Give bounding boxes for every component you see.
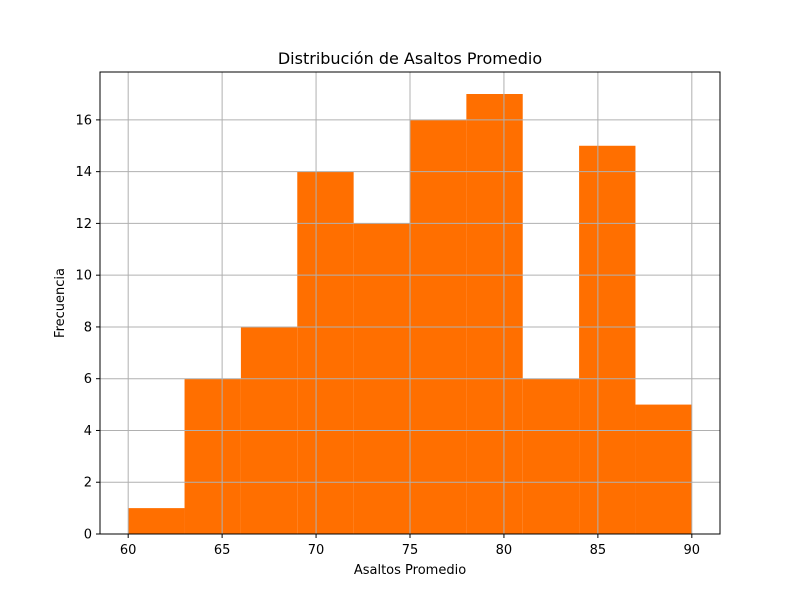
y-tick-label-0: 0 — [84, 528, 92, 543]
x-tick-label-6: 90 — [684, 543, 701, 558]
x-tick-label-5: 85 — [590, 543, 607, 558]
y-tick-label-2: 4 — [84, 424, 92, 439]
x-tick-label-1: 65 — [214, 543, 231, 558]
y-tick-label-8: 16 — [75, 113, 92, 128]
x-tick-label-2: 70 — [308, 543, 325, 558]
x-tick-label-3: 75 — [402, 543, 419, 558]
x-tick-label-4: 80 — [496, 543, 513, 558]
x-tick-label-0: 60 — [120, 543, 137, 558]
y-axis-label: Frecuencia — [53, 268, 68, 338]
y-tick-label-1: 2 — [84, 476, 92, 491]
chart-title: Distribución de Asaltos Promedio — [278, 49, 542, 68]
y-tick-label-4: 8 — [84, 320, 92, 335]
ticks-layer: 60 65 70 75 80 85 90 0 2 4 6 8 10 12 14 16 — [75, 113, 700, 558]
histogram-bar-0 — [128, 508, 185, 534]
histogram-bar-9 — [635, 404, 692, 534]
histogram-bar-6 — [466, 94, 523, 534]
y-tick-label-7: 14 — [75, 165, 92, 180]
histogram-bar-1 — [184, 378, 241, 534]
x-axis-label: Asaltos Promedio — [354, 563, 466, 578]
y-tick-label-5: 10 — [75, 269, 92, 284]
y-tick-label-6: 12 — [75, 217, 92, 232]
histogram-bar-8 — [579, 145, 636, 534]
y-tick-label-3: 6 — [84, 372, 92, 387]
histogram-bar-7 — [522, 378, 580, 534]
histogram-bar-3 — [297, 171, 354, 534]
